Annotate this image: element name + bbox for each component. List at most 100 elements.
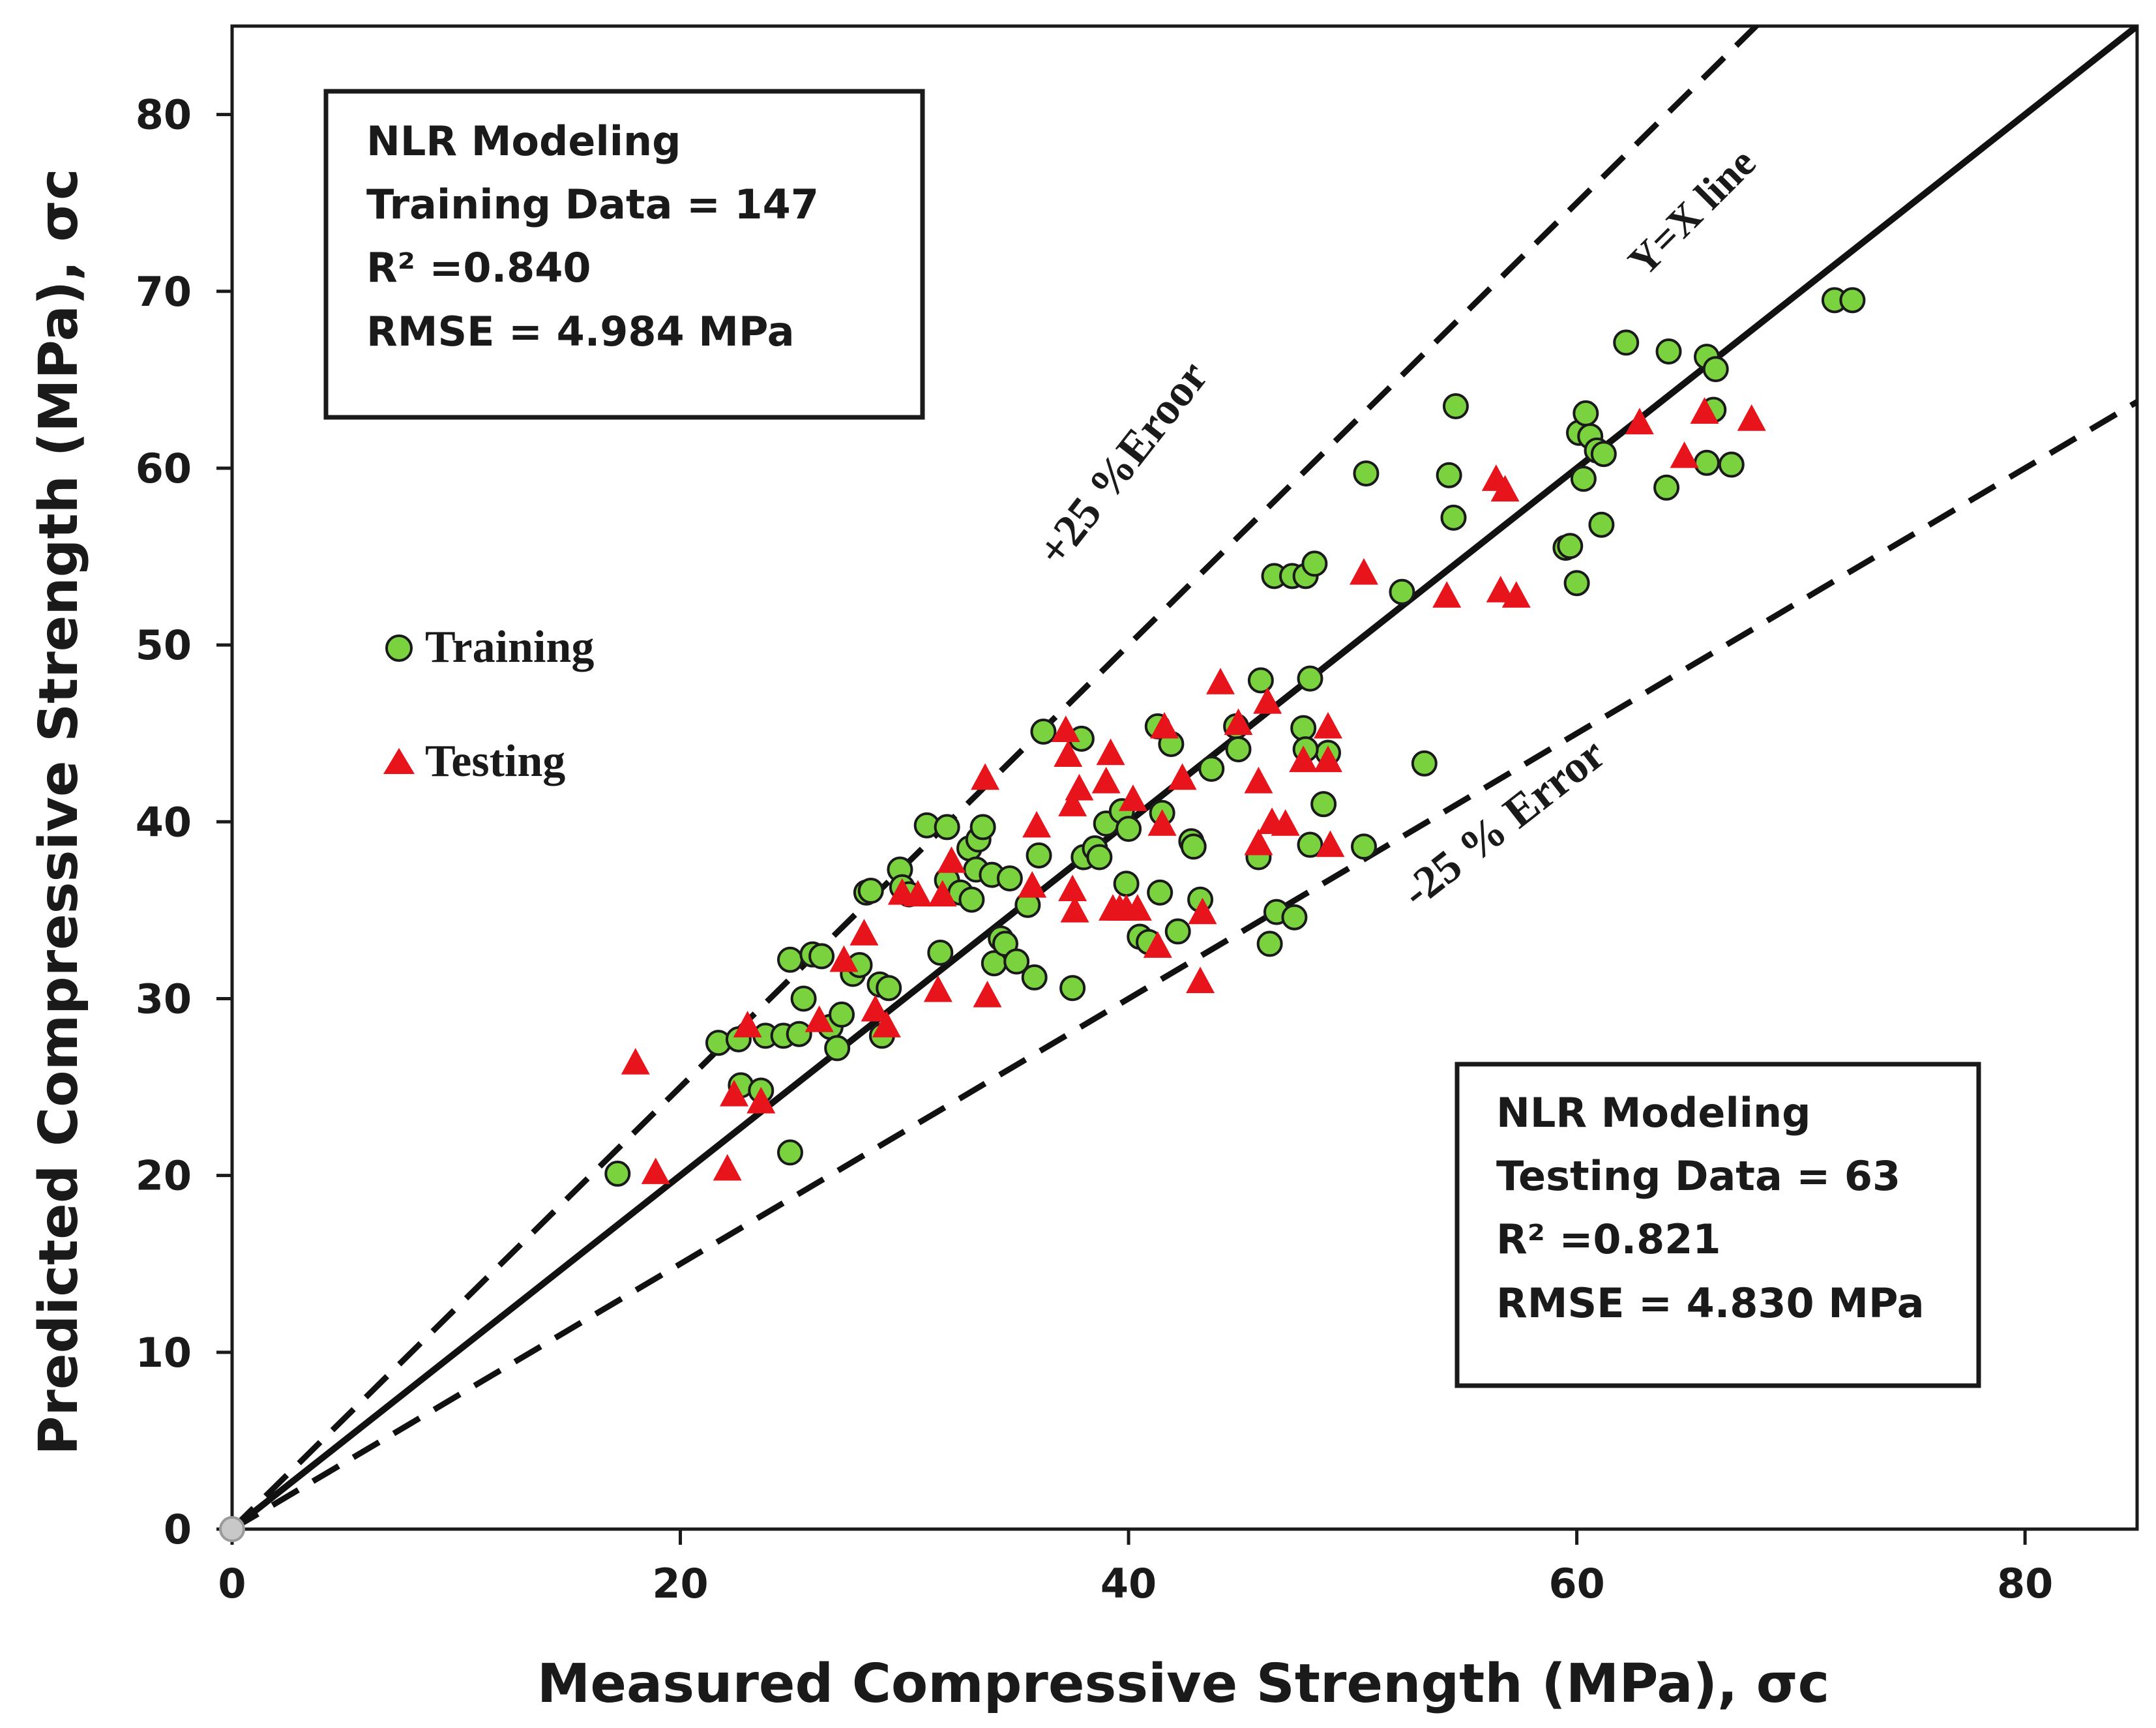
point-training-75 (1290, 715, 1317, 741)
point-testing-37 (1188, 897, 1217, 925)
point-training-12 (808, 943, 835, 970)
point-training-14 (824, 1035, 851, 1062)
training-stats-box: NLR Modeling Training Data = 147 R² =0.8… (323, 89, 925, 420)
origin-marker (219, 1516, 245, 1542)
reference-line-1 (232, 26, 1761, 1529)
legend-marker-training (385, 634, 413, 662)
point-testing-57 (1670, 441, 1699, 468)
testing-stats-r2: R² =0.821 (1496, 1215, 1721, 1263)
point-testing-24 (1060, 895, 1089, 923)
point-training-109 (1839, 287, 1866, 314)
point-testing-7 (829, 945, 859, 972)
point-testing-23 (1058, 874, 1087, 902)
x-tick-label: 60 (1548, 1560, 1604, 1607)
point-testing-25 (1065, 773, 1094, 801)
point-testing-19 (1022, 811, 1052, 838)
point-training-0 (604, 1160, 631, 1187)
point-testing-21 (1054, 740, 1083, 767)
y-tick-label: 20 (136, 1152, 192, 1200)
point-training-54 (1113, 871, 1140, 897)
point-training-98 (1588, 511, 1615, 538)
point-training-70 (1256, 931, 1283, 957)
point-training-9 (790, 985, 817, 1012)
x-axis-title: Measured Compressive Strength (MPa), σc (537, 1653, 1830, 1715)
point-testing-16 (971, 763, 1000, 790)
point-training-41 (1003, 948, 1030, 975)
point-training-92 (1563, 570, 1590, 597)
point-testing-32 (1123, 894, 1152, 921)
point-testing-47 (1314, 745, 1343, 773)
point-testing-20 (1051, 715, 1080, 742)
point-testing-4 (733, 1011, 762, 1037)
point-training-86 (1411, 750, 1438, 777)
point-testing-3 (720, 1079, 749, 1107)
testing-stats-rmse: RMSE = 4.830 MPa (1496, 1279, 1925, 1327)
legend-item-testing: Testing (383, 736, 565, 786)
point-testing-6 (805, 1006, 834, 1032)
point-testing-22 (1058, 790, 1087, 816)
point-training-50 (1086, 844, 1113, 871)
point-testing-36 (1168, 763, 1197, 790)
point-testing-50 (1350, 558, 1379, 585)
testing-stats-model: NLR Modeling (1496, 1089, 1810, 1137)
point-training-8 (786, 1020, 812, 1047)
point-training-22 (876, 975, 902, 1002)
point-training-63 (1180, 833, 1207, 860)
point-testing-9 (861, 994, 890, 1022)
point-testing-49 (1316, 830, 1345, 857)
y-axis-title: Predicted Compressive Strength (MPa), σc (28, 168, 90, 1455)
point-testing-38 (1186, 966, 1215, 994)
legend: Training Testing (383, 622, 594, 786)
point-testing-31 (1118, 784, 1147, 811)
x-tick-label: 0 (218, 1560, 246, 1607)
point-training-100 (1613, 329, 1640, 356)
point-testing-55 (1501, 581, 1531, 608)
point-training-78 (1297, 831, 1323, 858)
point-training-77 (1297, 665, 1323, 692)
point-testing-33 (1143, 931, 1172, 958)
point-training-44 (1030, 718, 1057, 745)
y-tick-label: 70 (136, 268, 192, 316)
point-training-58 (1147, 879, 1174, 906)
testing-stats-box: NLR Modeling Testing Data = 63 R² =0.821… (1455, 1062, 1981, 1388)
testing-stats-frame (1455, 1062, 1981, 1388)
point-testing-2 (713, 1154, 742, 1181)
point-training-106 (1702, 356, 1729, 383)
point-testing-12 (903, 880, 932, 907)
y-tick-label: 50 (136, 621, 192, 669)
point-training-29 (934, 814, 960, 841)
series-testing (621, 397, 1766, 1184)
point-testing-0 (621, 1048, 650, 1075)
point-training-101 (1653, 474, 1680, 501)
point-training-95 (1573, 400, 1599, 426)
y-tick-label: 60 (136, 445, 192, 492)
point-testing-15 (937, 846, 966, 873)
training-stats-count: Training Data = 147 (366, 181, 819, 228)
point-training-89 (1442, 393, 1469, 420)
point-testing-8 (849, 919, 879, 946)
point-training-94 (1570, 466, 1597, 492)
point-training-45 (1026, 842, 1052, 869)
point-testing-14 (928, 880, 957, 907)
point-training-61 (1164, 918, 1191, 945)
y-tick-label: 10 (136, 1329, 192, 1377)
point-testing-51 (1432, 581, 1462, 608)
point-training-10 (776, 946, 803, 973)
plot-border (230, 24, 2139, 1531)
point-testing-40 (1224, 708, 1253, 736)
point-training-27 (927, 939, 954, 966)
point-training-65 (1198, 755, 1225, 782)
point-testing-35 (1150, 711, 1179, 739)
training-stats-model: NLR Modeling (366, 117, 681, 165)
y-tick-label: 40 (136, 798, 192, 846)
point-testing-13 (923, 975, 952, 1002)
point-training-85 (1389, 578, 1415, 605)
point-training-19 (857, 878, 884, 904)
point-testing-59 (1737, 404, 1766, 431)
point-training-107 (1718, 451, 1745, 478)
point-testing-34 (1147, 809, 1177, 836)
point-testing-58 (1690, 397, 1719, 424)
point-training-88 (1440, 504, 1467, 531)
point-training-46 (1059, 975, 1086, 1002)
